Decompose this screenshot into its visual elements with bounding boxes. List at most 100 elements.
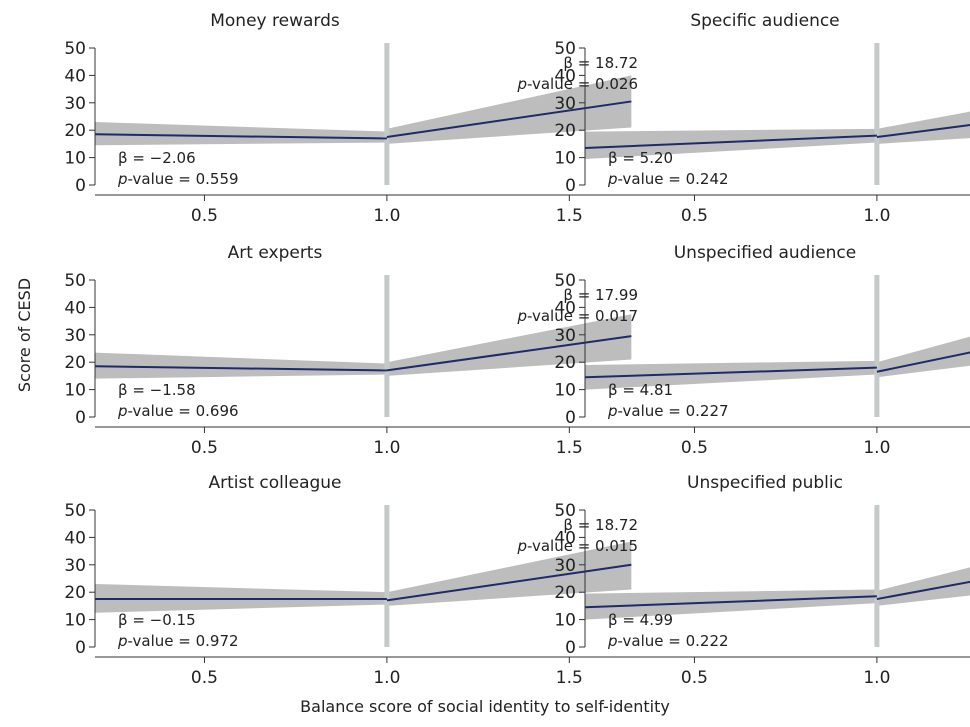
y-tick-label: 40 bbox=[64, 66, 86, 86]
right-beta-annotation: β = 18.72 bbox=[563, 516, 638, 534]
right-beta-annotation: β = 18.72 bbox=[563, 54, 638, 72]
left-beta-annotation: β = −2.06 bbox=[118, 149, 196, 167]
y-tick-label: 40 bbox=[554, 66, 576, 86]
panel-2: Specific audience 0 10 20 30 40 50 0.5 1.0 1.5 β =… bbox=[554, 11, 970, 226]
y-tick-label: 50 bbox=[554, 501, 576, 521]
pvalue-symbol: p bbox=[117, 632, 128, 650]
panel-title: Unspecified audience bbox=[674, 243, 857, 263]
y-tick-label: 0 bbox=[75, 176, 86, 196]
right-pvalue-annotation: p-value = 0.017 bbox=[516, 307, 638, 325]
left-pvalue-annotation: p-value = 0.972 bbox=[117, 632, 239, 650]
confidence-band-right bbox=[876, 336, 970, 378]
regression-line-right bbox=[876, 351, 970, 373]
left-pvalue-annotation: p-value = 0.559 bbox=[117, 170, 239, 188]
y-tick-label: 10 bbox=[64, 149, 86, 169]
y-tick-label: 30 bbox=[554, 556, 576, 576]
y-tick-label: 40 bbox=[554, 528, 576, 548]
panel-title: Art experts bbox=[228, 243, 323, 263]
panel-title: Artist colleague bbox=[208, 473, 341, 493]
pvalue-symbol: p bbox=[607, 170, 618, 188]
panel-6: Unspecified public 0 10 20 30 40 50 0.5 1.0 1.5 β … bbox=[554, 473, 970, 688]
regression-line-left bbox=[584, 134, 877, 150]
y-tick-label: 20 bbox=[554, 121, 576, 141]
regression-line-left bbox=[94, 133, 387, 140]
y-tick-label: 30 bbox=[64, 326, 86, 346]
left-pvalue-annotation: p-value = 0.227 bbox=[607, 402, 729, 420]
x-tick-label: 1.5 bbox=[556, 668, 583, 688]
y-tick-label: 20 bbox=[64, 353, 86, 373]
regression-line-right bbox=[386, 335, 632, 372]
regression-line-right bbox=[386, 100, 632, 139]
y-tick-label: 40 bbox=[64, 528, 86, 548]
y-tick-label: 0 bbox=[75, 408, 86, 428]
y-tick-label: 40 bbox=[554, 298, 576, 318]
x-tick-label: 0.5 bbox=[191, 668, 218, 688]
x-tick-label: 1.0 bbox=[373, 206, 400, 226]
regression-line-left bbox=[94, 365, 387, 372]
x-tick-label: 1.0 bbox=[373, 668, 400, 688]
y-tick-label: 0 bbox=[565, 408, 576, 428]
pvalue-symbol: p bbox=[607, 632, 618, 650]
y-tick-label: 10 bbox=[64, 381, 86, 401]
confidence-band-left bbox=[95, 121, 387, 146]
left-pvalue-annotation: p-value = 0.696 bbox=[117, 402, 239, 420]
confidence-band-left bbox=[585, 589, 877, 620]
y-tick-label: 10 bbox=[64, 611, 86, 631]
confidence-band-right bbox=[386, 75, 632, 144]
confidence-band-right bbox=[876, 567, 970, 606]
panel-4: Unspecified audience 0 10 20 30 40 50 0.5 1.0 1.5… bbox=[554, 243, 970, 458]
confidence-band-right bbox=[386, 541, 632, 606]
x-tick-label: 1.5 bbox=[556, 206, 583, 226]
left-beta-annotation: β = 4.81 bbox=[608, 381, 673, 399]
x-tick-label: 0.5 bbox=[191, 206, 218, 226]
left-beta-annotation: β = −0.15 bbox=[118, 611, 196, 629]
right-pvalue-annotation: p-value = 0.015 bbox=[516, 537, 638, 555]
regression-line-right bbox=[876, 124, 970, 139]
y-tick-label: 30 bbox=[64, 94, 86, 114]
panel-3: Art experts 0 10 20 30 40 50 0.5 1.0 1.5 β = −1.58… bbox=[64, 243, 638, 458]
regression-line-left bbox=[584, 366, 877, 379]
pvalue-text: -value = 0.559 bbox=[128, 170, 239, 188]
pvalue-text: -value = 0.015 bbox=[527, 537, 638, 555]
y-tick-label: 20 bbox=[64, 121, 86, 141]
x-axis-title: Balance score of social identity to self… bbox=[300, 697, 670, 716]
x-tick-label: 1.5 bbox=[556, 438, 583, 458]
y-tick-label: 40 bbox=[64, 298, 86, 318]
panel-title: Unspecified public bbox=[687, 473, 843, 493]
y-tick-label: 0 bbox=[565, 638, 576, 658]
pvalue-text: -value = 0.972 bbox=[128, 632, 239, 650]
confidence-band-right bbox=[386, 314, 632, 376]
pvalue-text: -value = 0.017 bbox=[527, 307, 638, 325]
x-tick-label: 0.5 bbox=[681, 438, 708, 458]
confidence-band-right bbox=[876, 111, 970, 144]
y-axis-title: Score of CESD bbox=[15, 278, 34, 392]
pvalue-symbol: p bbox=[516, 75, 527, 93]
pvalue-text: -value = 0.222 bbox=[618, 632, 729, 650]
pvalue-symbol: p bbox=[516, 307, 527, 325]
pvalue-text: -value = 0.242 bbox=[618, 170, 729, 188]
x-tick-label: 1.0 bbox=[863, 206, 890, 226]
pvalue-symbol: p bbox=[516, 537, 527, 555]
left-pvalue-annotation: p-value = 0.222 bbox=[607, 632, 729, 650]
y-tick-label: 20 bbox=[64, 583, 86, 603]
panel-1: Money rewards 0 10 20 30 40 50 0.5 1.0 1.5 β = −2.… bbox=[64, 11, 638, 226]
confidence-band-left bbox=[585, 128, 877, 159]
left-pvalue-annotation: p-value = 0.242 bbox=[607, 170, 729, 188]
confidence-band-left bbox=[95, 352, 387, 379]
y-tick-label: 50 bbox=[64, 501, 86, 521]
y-tick-label: 50 bbox=[554, 39, 576, 59]
right-beta-annotation: β = 17.99 bbox=[563, 286, 638, 304]
y-tick-label: 0 bbox=[75, 638, 86, 658]
x-tick-label: 1.0 bbox=[863, 668, 890, 688]
left-beta-annotation: β = 5.20 bbox=[608, 149, 673, 167]
x-tick-label: 1.0 bbox=[373, 438, 400, 458]
x-tick-label: 0.5 bbox=[681, 206, 708, 226]
panel-title: Specific audience bbox=[690, 11, 839, 31]
y-tick-label: 50 bbox=[64, 271, 86, 291]
y-tick-label: 10 bbox=[554, 381, 576, 401]
x-tick-label: 0.5 bbox=[681, 668, 708, 688]
pvalue-symbol: p bbox=[607, 402, 618, 420]
panel-title: Money rewards bbox=[210, 11, 340, 31]
left-beta-annotation: β = −1.58 bbox=[118, 381, 196, 399]
y-tick-label: 10 bbox=[554, 149, 576, 169]
